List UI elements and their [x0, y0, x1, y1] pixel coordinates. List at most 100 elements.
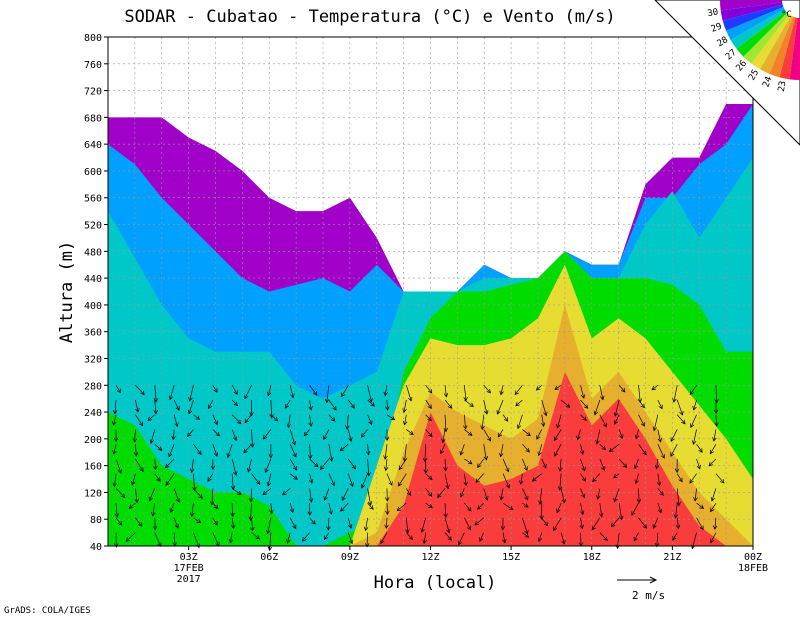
wind-vector-head	[602, 422, 607, 428]
wind-vector-head	[515, 401, 520, 407]
wind-vector	[423, 532, 427, 544]
wind-vector	[154, 517, 156, 530]
wind-vector-head	[496, 410, 501, 415]
wind-vector	[406, 429, 414, 435]
wind-vector	[270, 503, 273, 514]
wind-vector-head	[514, 390, 519, 396]
wind-vector	[193, 532, 200, 548]
wind-vector-head	[621, 387, 626, 393]
wind-vector-head	[524, 533, 530, 538]
wind-vector	[656, 532, 659, 547]
wind-vector-head	[138, 522, 143, 527]
wind-vector-head	[537, 537, 543, 543]
x-tick-label: 15Z	[502, 552, 520, 563]
wind-vector-head	[363, 526, 369, 532]
wind-vector-head	[151, 512, 156, 517]
wind-vector	[289, 385, 294, 398]
wind-vector	[320, 458, 330, 470]
x-tick-label: 18Z	[583, 552, 601, 563]
chart-title: SODAR - Cubatao - Temperatura (°C) e Ven…	[124, 7, 615, 27]
wind-vector	[406, 532, 413, 540]
wind-vector-head	[437, 493, 442, 499]
wind-vector-head	[384, 524, 389, 529]
y-tick-label: 360	[84, 328, 102, 339]
wind-vector-head	[351, 464, 356, 470]
wind-vector	[135, 385, 145, 395]
wind-vector	[191, 458, 194, 473]
wind-vector	[212, 532, 220, 547]
wind-vector	[596, 429, 601, 444]
wind-vector-head	[169, 508, 174, 514]
wind-vector-head	[330, 481, 335, 487]
wind-vector-head	[248, 498, 254, 503]
wind-vector-head	[656, 481, 662, 487]
color-scale-segment	[736, 10, 788, 57]
wind-vector	[404, 414, 407, 425]
wind-vector-head	[581, 493, 586, 499]
wind-vector	[154, 473, 161, 482]
wind-vector-head	[195, 415, 201, 420]
wind-vector	[135, 458, 144, 472]
wind-vector-head	[266, 391, 272, 397]
y-tick-label: 400	[84, 301, 102, 312]
wind-vector-head	[292, 524, 297, 530]
wind-vector-head	[112, 450, 117, 455]
y-axis: 40 80 120 160 200 240 280 320 360 400 440 480 520 560…	[84, 33, 108, 553]
wind-vector-head	[131, 480, 136, 486]
wind-vector-head	[499, 390, 504, 396]
y-tick-label: 40	[90, 542, 102, 553]
x-tick-date-label: 17FEB	[174, 563, 204, 574]
wind-vector	[444, 385, 447, 397]
wind-vector-head	[523, 466, 528, 472]
wind-vector-head	[670, 437, 675, 442]
wind-vector-head	[463, 396, 468, 402]
wind-vector	[212, 414, 218, 425]
wind-vector	[406, 488, 411, 496]
y-tick-label: 240	[84, 408, 102, 419]
wind-vector-head	[266, 481, 271, 487]
wind-vector	[115, 385, 121, 393]
wind-vector-head	[250, 443, 255, 448]
y-tick-label: 120	[84, 488, 102, 499]
wind-vector	[328, 414, 336, 422]
wind-vector-head	[427, 388, 433, 394]
wind-vector-head	[582, 416, 587, 422]
wind-vector	[464, 473, 467, 486]
wind-vector-head	[323, 496, 328, 501]
wind-vector	[618, 429, 623, 439]
wind-vector	[614, 488, 620, 502]
wind-vector	[172, 429, 175, 440]
wind-vector	[173, 517, 179, 529]
color-scale-label: 24	[761, 75, 774, 89]
wind-vector-head	[593, 410, 599, 416]
wind-vector-head	[405, 529, 410, 534]
wind-vector	[212, 385, 218, 393]
wind-vector-head	[139, 467, 144, 473]
wind-vector-head	[349, 482, 354, 487]
color-scale-segment	[726, 6, 785, 40]
wind-vector-head	[286, 423, 292, 429]
wind-vector-head	[134, 498, 139, 504]
wind-vector-head	[445, 484, 450, 490]
wind-vector-head	[710, 538, 715, 544]
wind-vector	[580, 532, 582, 547]
wind-vector	[188, 399, 194, 414]
wind-vector-head	[657, 437, 663, 443]
wind-vector	[113, 414, 117, 426]
wind-vector-head	[502, 538, 507, 544]
wind-vector	[270, 399, 273, 418]
wind-vector-head	[384, 497, 390, 502]
wind-vector-head	[463, 425, 468, 430]
wind-vector	[675, 503, 678, 519]
wind-vector-head	[467, 507, 472, 512]
wind-vector	[708, 458, 717, 467]
wind-vector	[309, 399, 312, 410]
wind-vector	[577, 429, 581, 440]
wind-vector-head	[699, 525, 704, 531]
wind-vector-head	[215, 431, 221, 437]
wind-vector-head	[255, 480, 261, 485]
wind-vector	[425, 429, 433, 437]
wind-vector-head	[698, 448, 703, 453]
wind-vector	[711, 488, 717, 502]
wind-vector	[597, 488, 601, 500]
